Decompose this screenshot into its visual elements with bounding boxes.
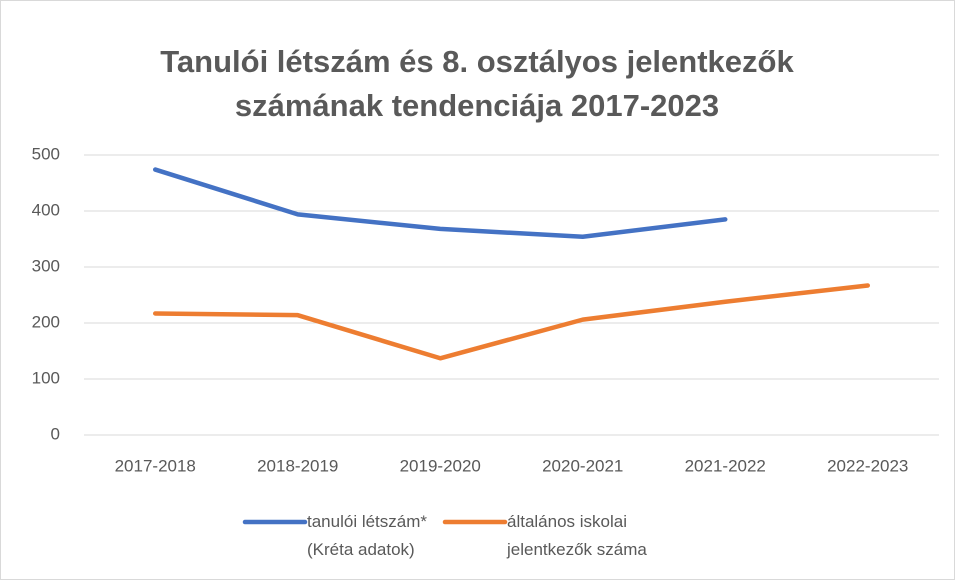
y-tick-label: 200 — [32, 312, 60, 331]
series-line — [153, 283, 870, 361]
y-tick-label: 0 — [51, 424, 60, 443]
x-tick-label: 2019-2020 — [400, 456, 481, 475]
x-tick-label: 2017-2018 — [115, 456, 196, 475]
series-line — [153, 167, 728, 240]
x-tick-label: 2022-2023 — [827, 456, 908, 475]
chart-title: Tanulói létszám és 8. osztályos jelentke… — [160, 44, 794, 123]
y-tick-label: 500 — [32, 144, 60, 163]
x-tick-label: 2020-2021 — [542, 456, 623, 475]
y-tick-label: 400 — [32, 200, 60, 219]
legend-label: tanulói létszám* (Kréta adatok) — [307, 512, 428, 559]
x-tick-label: 2018-2019 — [257, 456, 338, 475]
legend-label: általános iskolai jelentkezők száma — [507, 512, 647, 559]
x-tick-label: 2021-2022 — [685, 456, 766, 475]
y-tick-label: 100 — [32, 368, 60, 387]
y-tick-label: 300 — [32, 256, 60, 275]
